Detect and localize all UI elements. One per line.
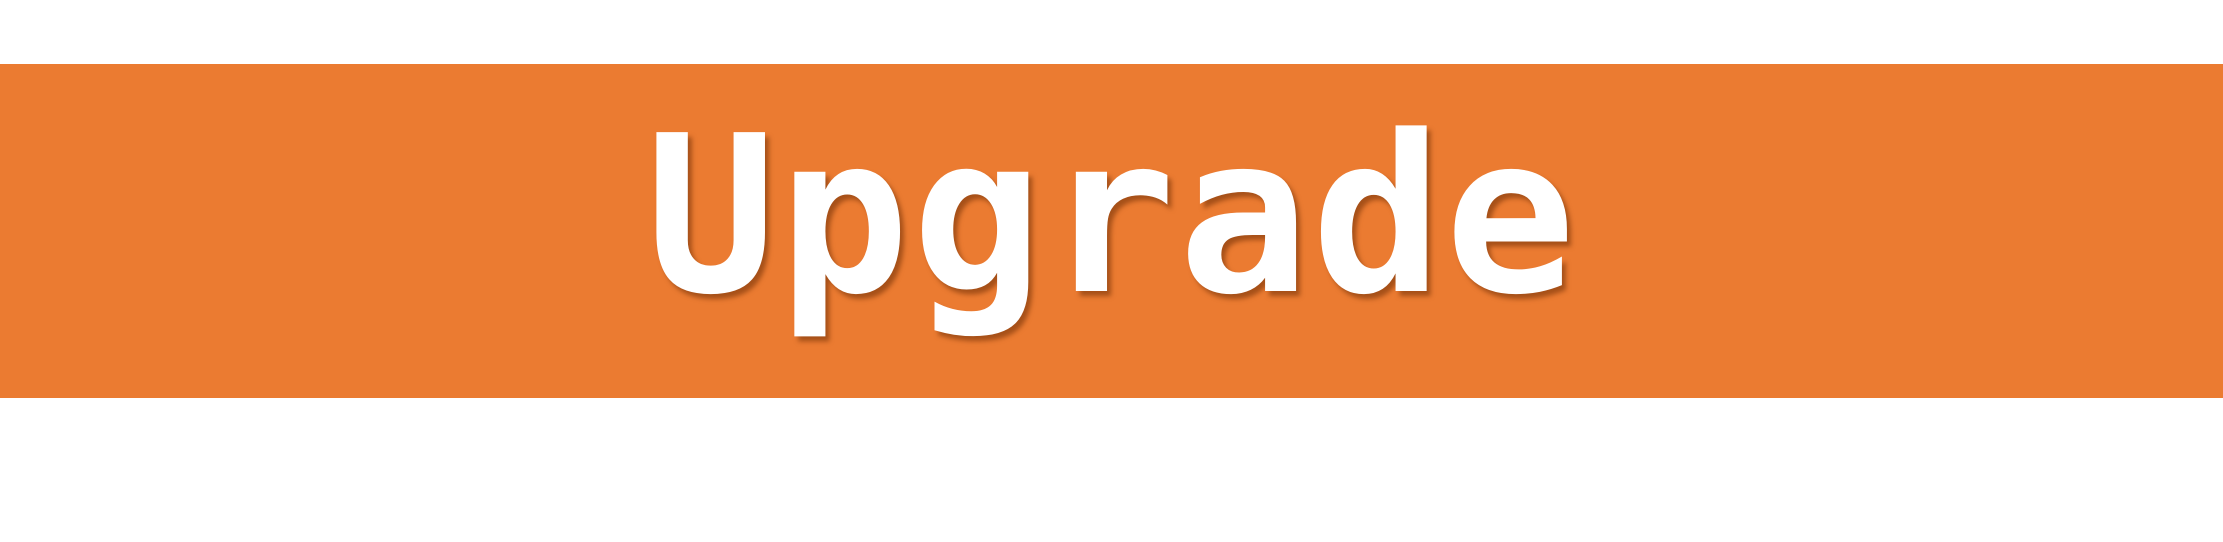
upgrade-banner: Upgrade	[0, 64, 2223, 398]
banner-title: Upgrade	[645, 90, 1578, 343]
